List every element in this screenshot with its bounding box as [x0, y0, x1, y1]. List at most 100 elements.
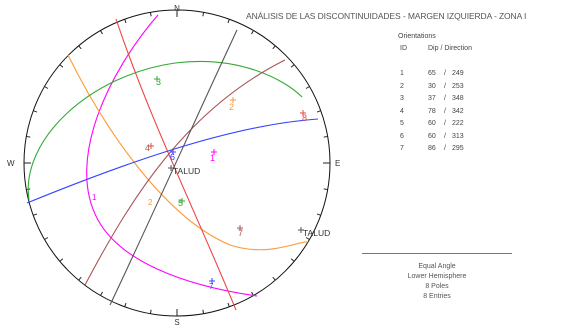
degree-tick	[100, 291, 103, 296]
row-direction: 342	[452, 107, 464, 115]
west-label: W	[7, 159, 15, 168]
row-id: 3	[400, 95, 404, 102]
pole-marker-6	[170, 149, 176, 155]
orientation-row: 2 30 / 253	[400, 83, 510, 93]
orientation-row: 1 65 / 249	[400, 70, 510, 80]
row-dip: 86	[428, 145, 436, 152]
primitive-circle	[23, 9, 331, 317]
talud-label-1: TALUD	[173, 166, 200, 176]
great-circle-5	[84, 59, 286, 286]
degree-tick	[251, 30, 254, 35]
degree-tick	[272, 276, 276, 281]
degree-tick	[290, 258, 295, 262]
degree-tick	[227, 302, 230, 307]
row-sep: /	[444, 70, 446, 77]
diagram-title: ANÁLISIS DE LAS DISCONTINUIDADES - MARGE…	[246, 11, 527, 21]
degree-tick	[44, 237, 49, 240]
row-sep: /	[444, 82, 446, 90]
orientation-row: 5 60 / 222	[400, 120, 510, 130]
east-label: E	[335, 159, 340, 168]
degree-tick	[124, 19, 127, 24]
degree-tick	[33, 213, 38, 216]
degree-tick	[124, 302, 127, 307]
hemisphere-label: Lower Hemisphere	[407, 273, 467, 280]
degree-tick	[316, 213, 321, 216]
row-sep: /	[444, 145, 446, 152]
degree-tick	[272, 45, 276, 50]
row-direction: 222	[452, 120, 464, 127]
degree-ticks	[24, 10, 330, 316]
great-circle-7	[109, 29, 238, 306]
row-dip: 60	[428, 120, 436, 127]
talud-label-2: TALUD	[303, 228, 330, 238]
orientation-row: 7 86 / 295	[400, 145, 510, 155]
degree-tick	[323, 135, 328, 138]
row-id: 6	[400, 132, 404, 140]
row-sep: /	[444, 132, 446, 140]
row-id: 1	[400, 70, 404, 77]
pole-marker-7	[209, 278, 215, 284]
pole-marker-1	[211, 149, 217, 155]
south-label: S	[174, 318, 179, 326]
pole-label-8: 8	[302, 113, 307, 123]
row-sep: /	[444, 120, 446, 127]
degree-tick	[44, 86, 49, 89]
row-direction: 313	[452, 132, 464, 140]
row-dip: 30	[428, 82, 436, 90]
legend-divider	[362, 253, 512, 254]
degree-tick	[316, 110, 321, 113]
row-sep: /	[444, 107, 446, 115]
plane-label-7: 7	[209, 282, 214, 291]
row-dip: 37	[428, 95, 436, 102]
degree-tick	[227, 19, 230, 24]
row-direction: 348	[452, 95, 464, 102]
degree-tick	[202, 309, 205, 314]
row-direction: 253	[452, 82, 464, 90]
pole-marker-5	[237, 225, 243, 231]
degree-tick	[290, 64, 295, 68]
degree-tick	[305, 237, 310, 240]
north-label: N	[174, 4, 180, 13]
pole-label-3: 3	[156, 77, 161, 87]
row-id: 7	[400, 145, 404, 152]
row-dip: 60	[428, 132, 436, 140]
degree-tick	[149, 12, 152, 17]
degree-tick	[323, 188, 328, 191]
degree-tick	[59, 64, 64, 68]
degree-tick	[78, 276, 82, 281]
orientation-row: 6 60 / 313	[400, 133, 510, 143]
row-dip: 65	[428, 70, 436, 77]
pole-label-5: 5	[178, 198, 183, 208]
great-circle-6	[26, 118, 319, 204]
orientations-title: Orientations	[398, 33, 436, 40]
row-id: 2	[400, 82, 404, 90]
pole-label-4: 4	[145, 143, 150, 153]
projection-label: Equal Angle	[418, 263, 456, 270]
orientation-row: 3 37 / 348	[400, 95, 510, 105]
plane-label-2: 2	[148, 198, 153, 207]
entries-count: 8 Entries	[423, 293, 451, 300]
row-id: 4	[400, 107, 404, 115]
pole-marker-3	[179, 198, 185, 204]
pole-label-1: 1	[210, 153, 215, 163]
degree-tick	[26, 135, 31, 138]
col-id-header: ID	[400, 45, 407, 52]
pole-marker-4	[148, 143, 154, 149]
plane-label-1: 1	[92, 193, 97, 202]
degree-tick	[59, 258, 64, 262]
great-circle-4	[115, 18, 237, 311]
pole-label-6: 6	[170, 152, 175, 162]
pole-label-7: 7	[238, 228, 243, 238]
degree-tick	[305, 86, 310, 89]
row-id: 5	[400, 120, 404, 127]
orientation-row: 4 78 / 342	[400, 108, 510, 118]
great-circle-3	[27, 61, 303, 201]
degree-tick	[33, 110, 38, 113]
degree-tick	[149, 309, 152, 314]
talud-marker-2	[298, 227, 304, 233]
pole-label-2: 2	[229, 102, 234, 112]
great-circle-2	[67, 54, 309, 251]
degree-tick	[78, 45, 82, 50]
row-dip: 78	[428, 107, 436, 115]
